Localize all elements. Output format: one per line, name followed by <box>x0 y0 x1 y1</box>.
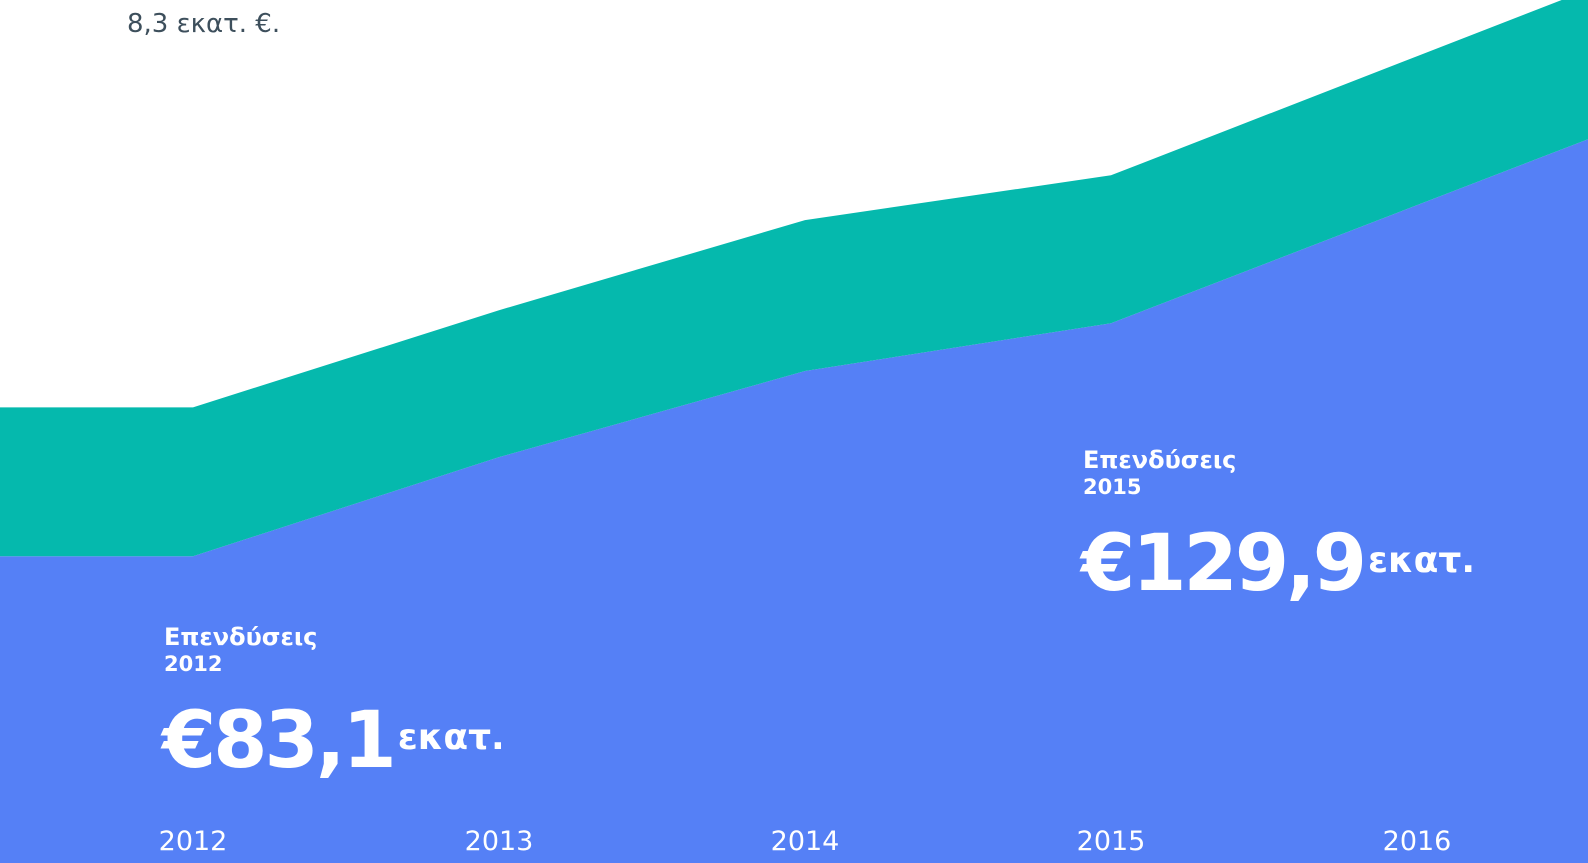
area <box>0 139 1588 863</box>
x-tick-label: 2012 <box>159 826 228 857</box>
annotation-unit: εκατ. <box>1368 540 1475 581</box>
annotation-value: €83,1 <box>160 696 394 786</box>
annotation-value: €129,9 <box>1079 519 1364 609</box>
x-tick-label: 2016 <box>1383 826 1452 857</box>
annotation-label: Επενδύσεις <box>164 623 317 651</box>
annotation-unit: εκατ. <box>398 717 505 758</box>
annotation-year: 2015 <box>1083 475 1141 499</box>
annotation-year: 2012 <box>164 652 222 676</box>
x-tick-label: 2014 <box>771 826 840 857</box>
caption: 8,3 εκατ. €. <box>127 9 280 39</box>
annotation-label: Επενδύσεις <box>1083 446 1236 474</box>
x-tick-label: 2013 <box>465 826 534 857</box>
x-tick-label: 2015 <box>1077 826 1146 857</box>
area <box>0 0 1588 557</box>
